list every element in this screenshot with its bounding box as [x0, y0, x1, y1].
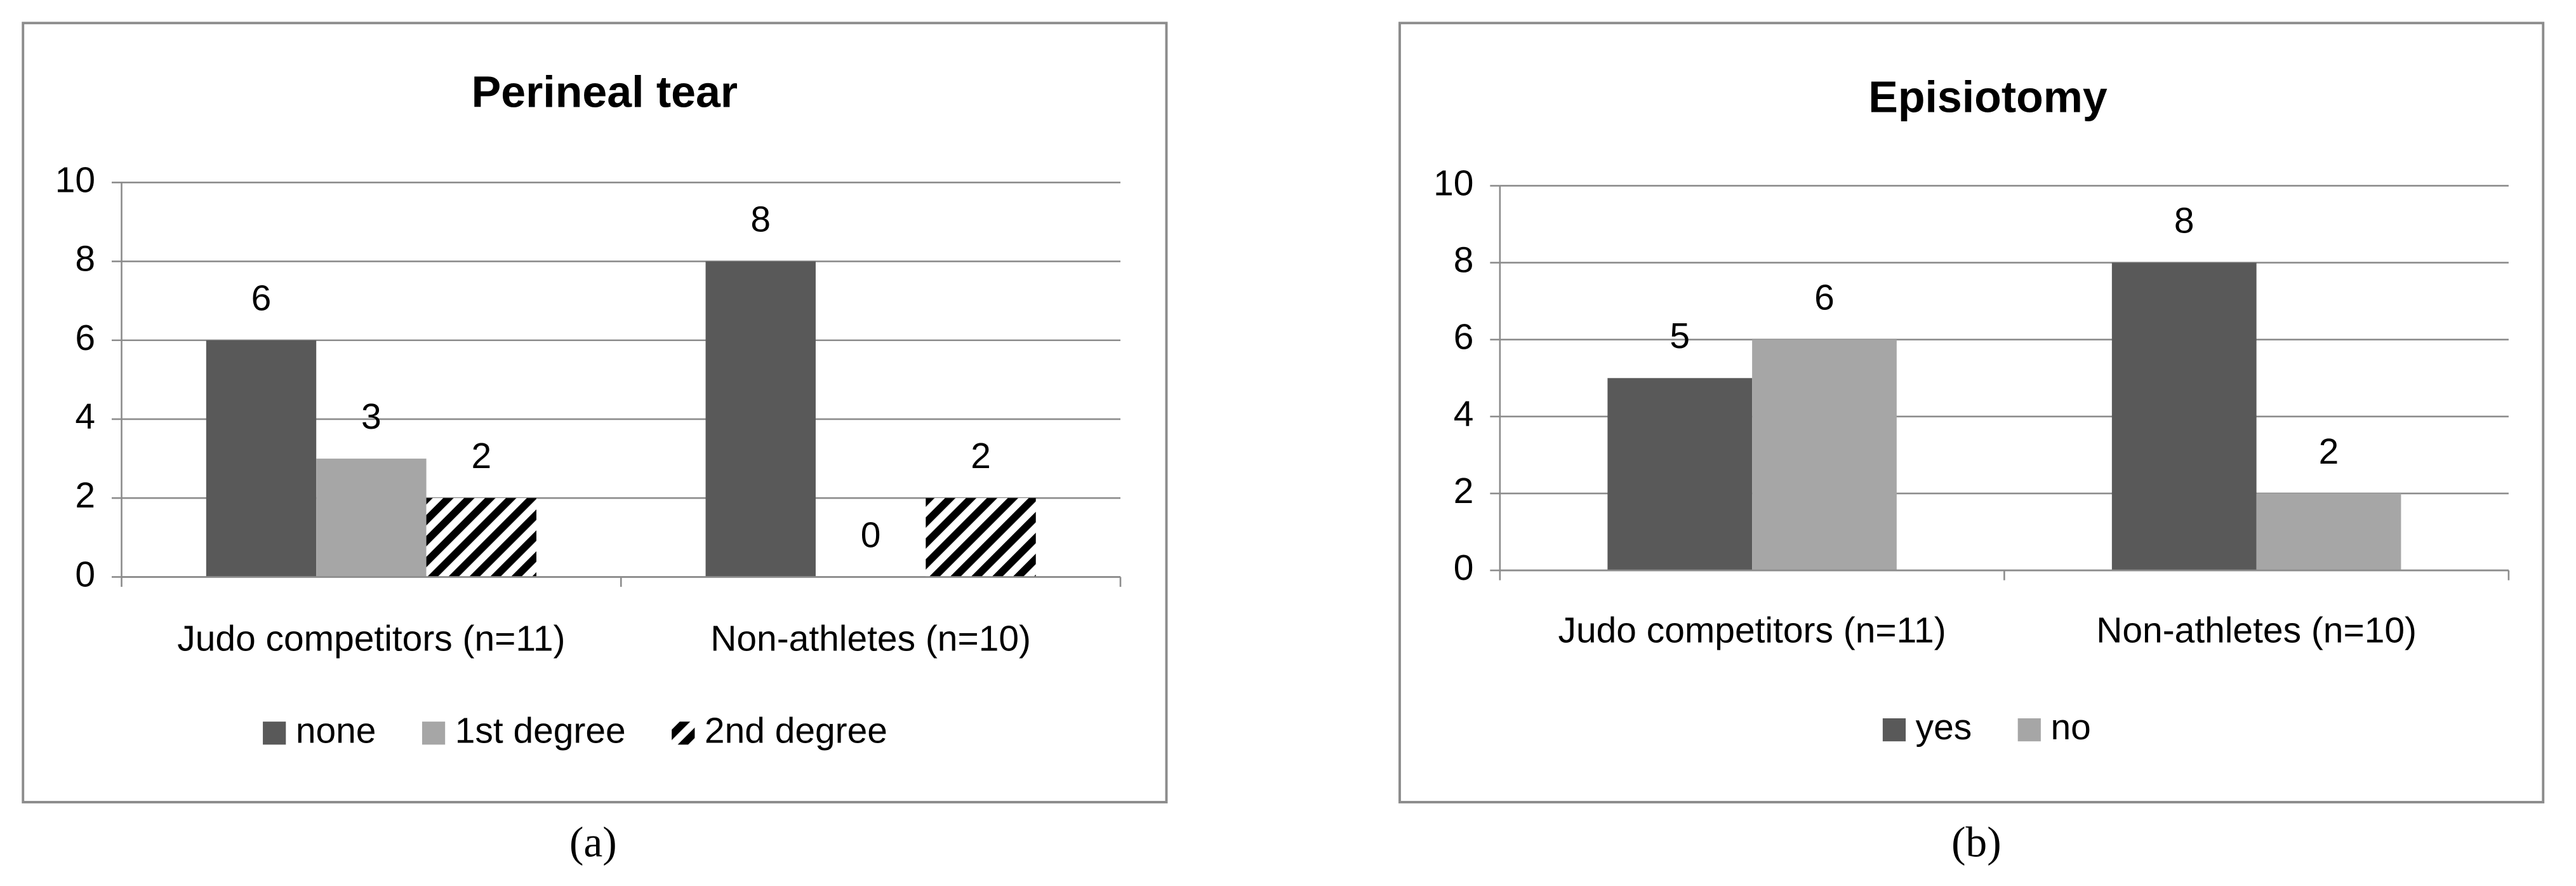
x-tick-label: Non-athletes (n=10): [2096, 610, 2417, 650]
legend-label: 2nd degree: [705, 710, 887, 751]
chart-title: Episiotomy: [1868, 72, 2108, 121]
y-tick-label: 0: [1454, 547, 1474, 588]
legend-marker: [422, 722, 446, 745]
chart-title: Perineal tear: [472, 67, 738, 117]
bar: [705, 261, 816, 577]
bar: [206, 340, 317, 577]
data-label: 2: [471, 436, 491, 476]
legend-marker: [263, 722, 286, 745]
x-tick-label: Judo competitors (n=11): [1558, 610, 1946, 650]
legend-label: 1st degree: [455, 710, 626, 751]
legend-label: no: [2050, 707, 2090, 748]
bar: [316, 459, 427, 577]
y-tick-label: 6: [1454, 317, 1474, 358]
y-tick-label: 4: [75, 396, 95, 437]
data-label: 6: [251, 278, 272, 319]
y-tick-label: 8: [1454, 240, 1474, 281]
data-label: 8: [750, 199, 771, 239]
y-tick-label: 2: [75, 475, 95, 516]
data-label: 6: [1814, 278, 1835, 318]
legend-label: yes: [1916, 707, 1972, 748]
data-label: 2: [2319, 431, 2339, 472]
y-tick-label: 10: [1433, 163, 1473, 204]
bar: [926, 498, 1036, 577]
x-tick-label: Non-athletes (n=10): [710, 618, 1031, 659]
panel-label: (a): [569, 818, 617, 866]
legend-marker: [672, 722, 695, 745]
bar: [1752, 339, 1897, 571]
bar: [426, 498, 536, 577]
data-label: 2: [971, 436, 991, 476]
y-tick-label: 8: [75, 239, 95, 279]
legend-marker: [2017, 718, 2041, 742]
data-label: 0: [861, 514, 881, 555]
y-tick-label: 6: [75, 318, 95, 358]
y-tick-label: 2: [1454, 471, 1474, 511]
data-label: 3: [361, 396, 382, 437]
data-label: 5: [1670, 316, 1690, 356]
x-tick-label: Judo competitors (n=11): [177, 618, 565, 659]
legend-label: none: [296, 710, 376, 751]
y-tick-label: 10: [55, 159, 95, 200]
chart-border: [1398, 22, 2545, 803]
legend-marker: [1882, 718, 1906, 742]
panel-label: (b): [1951, 818, 2001, 866]
bar: [2111, 262, 2257, 571]
y-tick-label: 0: [75, 554, 95, 594]
data-label: 8: [2174, 201, 2194, 241]
bar: [1607, 378, 1753, 571]
chart-border: [22, 22, 1168, 803]
bar: [2256, 493, 2401, 571]
y-tick-label: 4: [1454, 394, 1474, 434]
